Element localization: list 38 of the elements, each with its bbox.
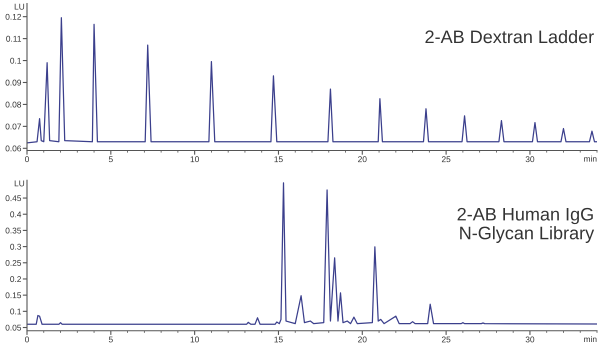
x-tick-label: 25	[442, 336, 450, 342]
x-tick-label: 30	[526, 336, 534, 342]
y-tick-label: 0.35	[6, 228, 22, 234]
line-series	[27, 182, 597, 325]
x-tick-label: 15	[274, 156, 283, 162]
y-tick-label: 0.05	[6, 324, 22, 331]
y-tick-label: 0.1	[10, 308, 22, 314]
y-tick-label: 0.25	[6, 260, 22, 266]
y-tick-label: 0.11	[6, 36, 22, 42]
x-tick-label: 0	[25, 336, 29, 342]
line-series	[27, 17, 597, 144]
x-tick-label: 20	[358, 156, 367, 162]
y-tick-label: 0.2	[10, 276, 22, 282]
y-tick-label: 0.45	[6, 195, 22, 202]
y-tick-label: 0.1	[10, 58, 22, 64]
x-tick-label: 5	[108, 336, 113, 342]
y-tick-label: 0.07	[6, 124, 22, 130]
x-tick-label: 25	[442, 156, 450, 162]
x-tick-label: 15	[274, 336, 283, 342]
y-tick-label: 0.08	[6, 102, 22, 108]
annotation: 2-AB Human IgG N-Glycan Library	[458, 208, 594, 243]
x-tick-label: 10	[190, 336, 199, 342]
x-tick-label: 10	[190, 156, 199, 162]
annotation: 2-AB Dextran Ladder	[425, 30, 594, 44]
y-tick-label: 0.09	[6, 80, 22, 86]
x-tick-label: 20	[358, 336, 367, 342]
y-tick-label: 0.12	[6, 14, 22, 20]
x-axis-title: min	[584, 156, 596, 162]
y-tick-label: 0.3	[10, 244, 22, 250]
x-tick-label: 0	[25, 156, 29, 162]
x-tick-label: 5	[108, 156, 113, 162]
y-tick-label: 0.15	[6, 292, 22, 298]
y-tick-label: 0.4	[10, 211, 22, 218]
y-axis-title: LU	[14, 180, 24, 186]
x-tick-label: 30	[526, 156, 534, 162]
y-axis-title: LU	[14, 4, 24, 10]
y-tick-label: 0.06	[6, 146, 22, 152]
x-axis-title: min	[584, 336, 596, 342]
